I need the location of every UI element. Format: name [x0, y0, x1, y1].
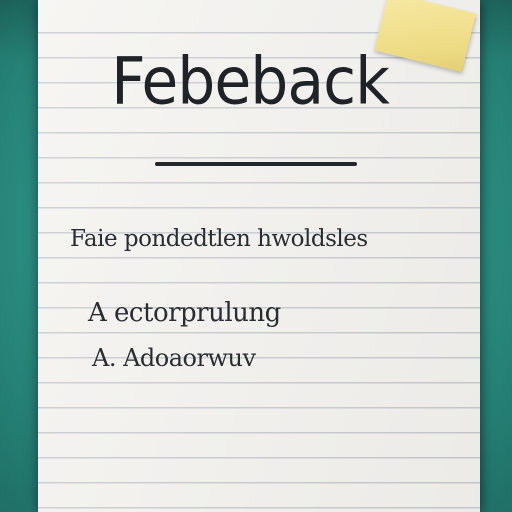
lined-paper-sheet: [38, 0, 480, 512]
title-underline: [155, 162, 357, 166]
note-line-3: A. Adoaorwuv: [92, 344, 256, 372]
note-line-2: A ectorprulung: [88, 298, 281, 328]
note-line-1: Faie pondedtlen hwoldsles: [70, 226, 368, 252]
note-title: Febeback: [111, 44, 390, 120]
